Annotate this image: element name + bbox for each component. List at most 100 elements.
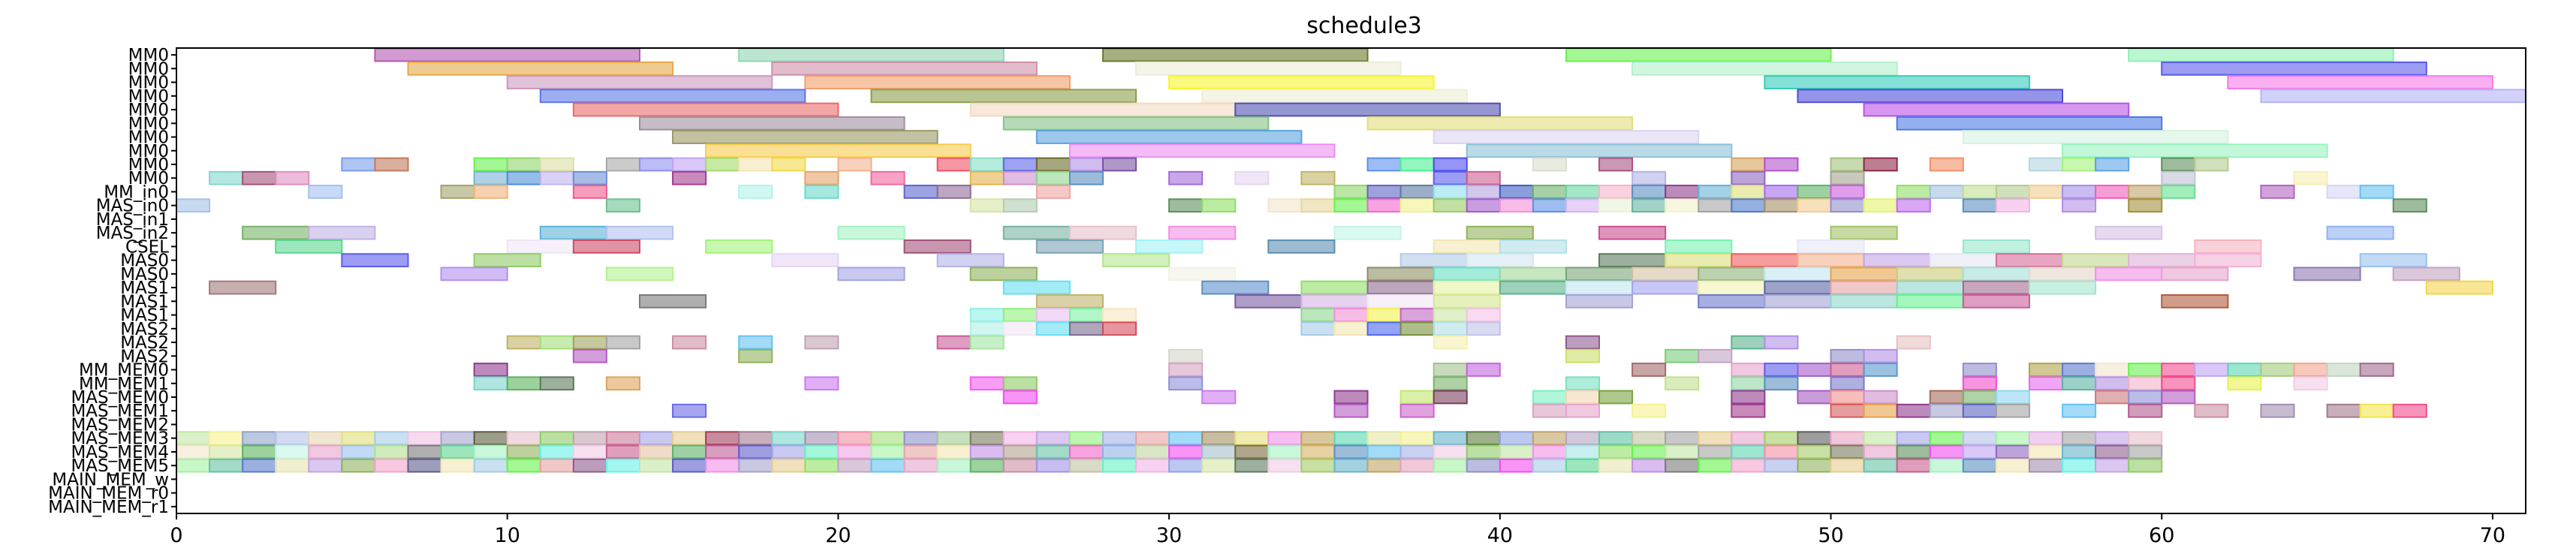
gantt-bar: [870, 89, 1137, 104]
gantt-bar: [1399, 157, 1435, 172]
gantt-bar: [506, 157, 541, 172]
gantt-bar: [407, 458, 442, 473]
gantt-bar: [1068, 157, 1104, 172]
gantt-bar: [1598, 444, 1634, 459]
gantt-bar: [1631, 363, 1667, 377]
gantt-bar: [2095, 444, 2130, 459]
gantt-bar: [1665, 376, 1700, 391]
gantt-bar: [2260, 403, 2295, 418]
gantt-bar: [1035, 431, 1071, 446]
gantt-bar: [1466, 225, 1534, 240]
gantt-bar: [1234, 458, 1270, 473]
gantt-bar: [1565, 198, 1601, 213]
gantt-bar: [1929, 431, 1964, 446]
gantt-bar: [1101, 431, 1137, 446]
y-tick-label: MAS_in1: [96, 210, 169, 230]
gantt-bar: [1234, 294, 1303, 309]
gantt-bar: [539, 376, 574, 391]
gantt-bar: [1598, 458, 1634, 473]
gantt-bar: [1433, 130, 1700, 144]
gantt-bar: [2326, 363, 2361, 377]
gantt-bar: [1399, 458, 1435, 473]
gantt-bar: [2028, 157, 2064, 172]
gantt-bar: [176, 444, 211, 459]
x-tick-label: 0: [170, 524, 182, 547]
gantt-bar: [1168, 75, 1435, 89]
gantt-bar: [2260, 363, 2295, 377]
plot-frame: [176, 47, 2526, 514]
y-tick-label: MAS1: [120, 292, 169, 312]
gantt-bar: [605, 198, 640, 213]
gantt-bar: [539, 157, 574, 172]
gantt-bar: [1466, 170, 1501, 185]
gantt-bar: [1532, 458, 1567, 473]
gantt-bar: [738, 47, 1005, 62]
gantt-bar: [1433, 185, 1468, 199]
gantt-bar: [374, 458, 409, 473]
gantt-bar: [2326, 185, 2361, 199]
gantt-bar: [1962, 363, 1997, 377]
gantt-bar: [440, 185, 475, 199]
gantt-bar: [1995, 253, 2064, 268]
gantt-bar: [1631, 458, 1667, 473]
gantt-bar: [1300, 321, 1336, 336]
gantt-bar: [1698, 198, 1733, 213]
gantt-bar: [2392, 266, 2460, 282]
gantt-bar: [1333, 458, 1369, 473]
gantt-bar: [870, 170, 905, 185]
gantt-bar: [1168, 348, 1204, 363]
gantt-bar: [936, 157, 972, 172]
gantt-bar: [2128, 47, 2394, 62]
gantt-bar: [2128, 403, 2163, 418]
gantt-bar: [1830, 390, 1865, 405]
gantt-bar: [1068, 308, 1104, 322]
gantt-bar: [1598, 225, 1667, 240]
gantt-bar: [506, 431, 541, 446]
gantt-bar: [2062, 185, 2097, 199]
gantt-bar: [2128, 458, 2163, 473]
gantt-bar: [1896, 185, 1931, 199]
gantt-bar: [473, 431, 508, 446]
gantt-bar: [209, 280, 277, 295]
gantt-bar: [1035, 308, 1071, 322]
gantt-bar: [1002, 390, 1038, 405]
gantt-bar: [1764, 157, 1799, 172]
gantt-bar: [804, 335, 839, 350]
gantt-bar: [2095, 458, 2130, 473]
gantt-bar: [2194, 157, 2229, 172]
gantt-bar: [1731, 335, 1766, 350]
gantt-bar: [1234, 170, 1270, 185]
gantt-bar: [1002, 376, 1038, 391]
gantt-bar: [1201, 458, 1237, 473]
gantt-bar: [1731, 253, 1799, 268]
gantt-bar: [1101, 321, 1137, 336]
gantt-bar: [837, 266, 905, 282]
gantt-bar: [1863, 431, 1898, 446]
gantt-bar: [2359, 185, 2394, 199]
gantt-bar: [1830, 363, 1865, 377]
gantt-bar: [539, 89, 806, 104]
gantt-bar: [1764, 444, 1799, 459]
gantt-bar: [1300, 458, 1336, 473]
gantt-bar: [2128, 253, 2196, 268]
gantt-bar: [1068, 444, 1104, 459]
gantt-bar: [2359, 363, 2394, 377]
gantt-bar: [1995, 185, 2030, 199]
gantt-bar: [1135, 239, 1204, 254]
gantt-bar: [1565, 376, 1601, 391]
gantt-bar: [2293, 376, 2328, 391]
gantt-bar: [539, 444, 574, 459]
gantt-bar: [1366, 198, 1402, 213]
gantt-bar: [308, 444, 343, 459]
gantt-bar: [1731, 458, 1766, 473]
gantt-bar: [2028, 376, 2064, 391]
gantt-bar: [1565, 390, 1601, 405]
gantt-bar: [1731, 157, 1766, 172]
gantt-bar: [837, 458, 872, 473]
gantt-bar: [473, 444, 508, 459]
gantt-bar: [1168, 225, 1237, 240]
gantt-bar: [1797, 444, 1832, 459]
gantt-bar: [2128, 363, 2163, 377]
gantt-bar: [1499, 185, 1534, 199]
gantt-bar: [837, 157, 872, 172]
